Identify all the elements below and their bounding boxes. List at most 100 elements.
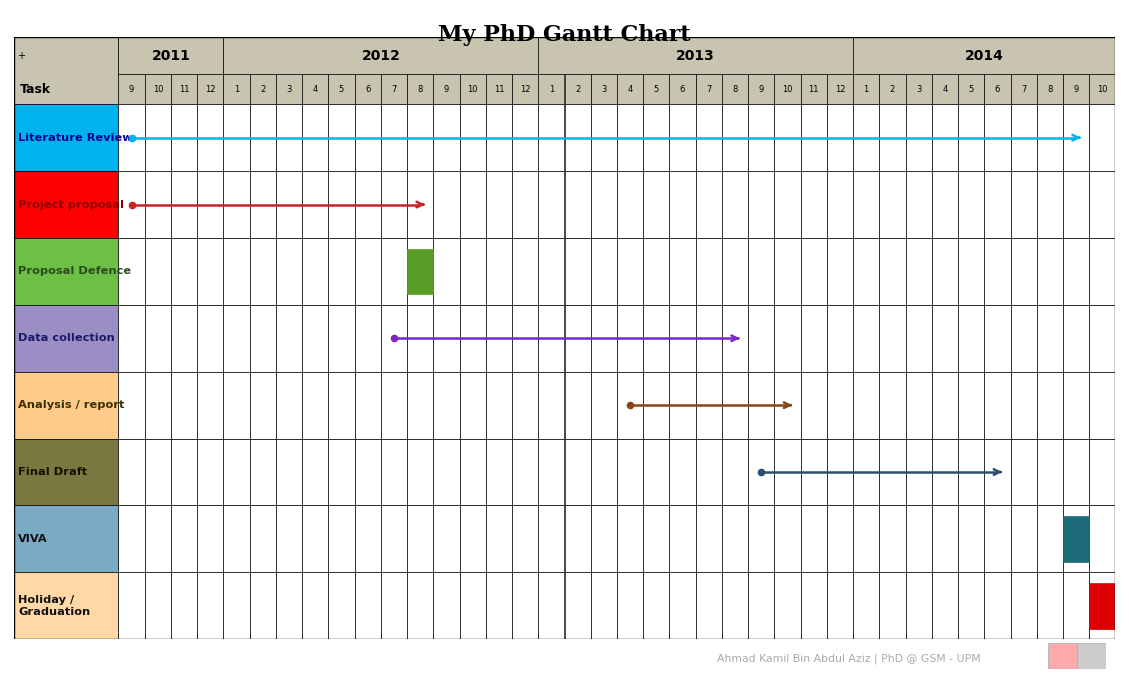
Bar [539,238,564,305]
Bar [1036,505,1064,573]
Bar [1010,505,1036,573]
Bar [434,238,460,305]
Bar [275,305,303,372]
Bar [721,372,749,439]
Text: 12: 12 [834,85,846,94]
Bar [1010,104,1036,171]
Bar [564,171,590,238]
Bar [434,171,460,238]
Bar [1077,643,1106,669]
Bar [854,238,879,305]
Bar [224,104,250,171]
Bar [774,505,800,573]
Text: 4: 4 [313,85,318,94]
Bar [564,238,590,305]
Bar [250,505,275,573]
Bar [1064,74,1089,104]
Bar [669,171,695,238]
Bar [931,505,959,573]
Text: My PhD Gantt Chart: My PhD Gantt Chart [438,24,691,46]
Bar [879,372,905,439]
Bar [145,171,170,238]
Bar [380,104,408,171]
Bar [800,439,826,505]
Bar [695,74,721,104]
Bar [774,305,800,372]
Text: 8: 8 [1048,85,1052,94]
Bar [1036,573,1064,639]
Bar [119,37,224,74]
Bar [198,171,224,238]
Bar [14,505,119,573]
Bar [355,372,380,439]
Bar [879,104,905,171]
Bar [380,238,408,305]
Bar [695,171,721,238]
Bar [905,305,931,372]
Bar [826,74,854,104]
Bar [854,74,879,104]
Bar [800,573,826,639]
Bar [669,573,695,639]
Bar [564,573,590,639]
Bar [408,372,434,439]
Bar [1064,573,1089,639]
Bar [198,505,224,573]
Bar [616,238,644,305]
Bar [644,104,669,171]
Bar [170,74,198,104]
Bar [984,573,1010,639]
Bar [1010,573,1036,639]
Bar [224,505,250,573]
Bar [250,439,275,505]
Bar [1010,372,1036,439]
Bar [460,305,485,372]
Text: 6: 6 [680,85,685,94]
Bar [1010,439,1036,505]
Bar [275,171,303,238]
Bar [984,505,1010,573]
Bar [905,573,931,639]
Bar [14,573,119,639]
Bar [119,238,145,305]
Bar [119,505,145,573]
Bar [145,74,170,104]
Bar [408,305,434,372]
Bar [485,439,513,505]
Text: 5: 5 [969,85,974,94]
Bar [644,439,669,505]
Bar [826,238,854,305]
Text: 2014: 2014 [965,49,1004,63]
Text: 5: 5 [654,85,659,94]
Bar [931,104,959,171]
Bar [959,171,984,238]
Bar [879,505,905,573]
Bar [879,573,905,639]
Bar [749,305,774,372]
Bar [774,171,800,238]
Bar [329,104,355,171]
Bar [1089,104,1115,171]
Bar [644,171,669,238]
Bar [721,104,749,171]
Bar [590,171,616,238]
Bar [669,372,695,439]
Bar [539,439,564,505]
Text: Holiday /
Graduation: Holiday / Graduation [18,595,90,617]
Bar [854,305,879,372]
Bar [1089,171,1115,238]
Bar [408,104,434,171]
Bar [1089,305,1115,372]
Bar [879,171,905,238]
Bar [513,74,539,104]
Bar [1010,238,1036,305]
Bar [485,104,513,171]
Bar [854,171,879,238]
Bar [669,238,695,305]
Bar [644,372,669,439]
Bar [931,238,959,305]
Bar [905,74,931,104]
Bar [800,74,826,104]
Bar [854,505,879,573]
Bar [590,439,616,505]
